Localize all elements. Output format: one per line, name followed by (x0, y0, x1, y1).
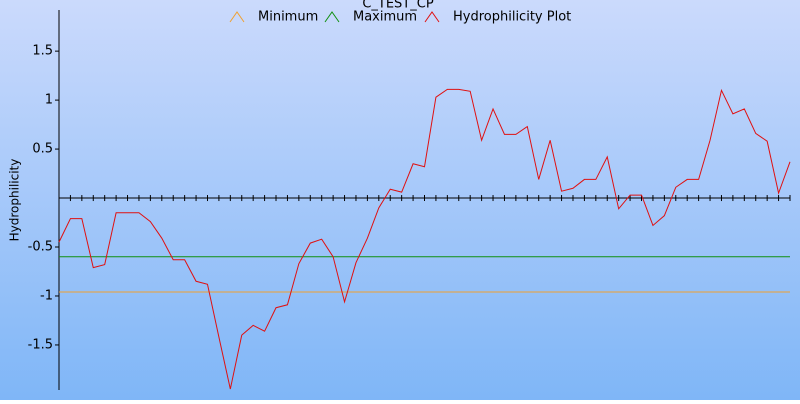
legend-icon (229, 11, 245, 23)
legend-label: Hydrophilicity Plot (453, 10, 571, 25)
legend-label: Maximum (353, 10, 417, 25)
y-tick-label: -1 (40, 288, 53, 303)
legend-icon (424, 11, 440, 23)
y-tick-label: -1.5 (28, 337, 53, 352)
y-tick-label: -0.5 (28, 240, 53, 255)
y-tick-label: 1.5 (32, 44, 53, 59)
y-tick-label: 1 (45, 93, 53, 108)
data-line (58, 88, 791, 390)
y-tick-label: 0.5 (32, 142, 53, 157)
legend-icon (324, 11, 340, 23)
legend-label: Minimum (258, 10, 318, 25)
chart-title: C_TEST_CP (362, 0, 434, 12)
y-axis-label: Hydrophilicity (8, 159, 22, 242)
